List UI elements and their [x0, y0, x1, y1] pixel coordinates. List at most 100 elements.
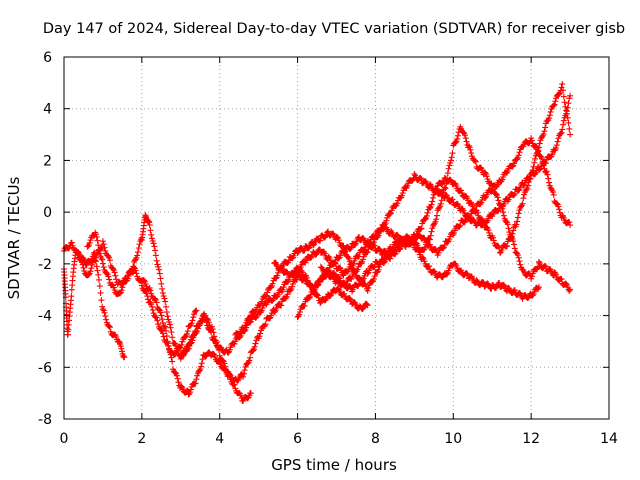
data-point — [449, 150, 456, 157]
data-point — [442, 185, 449, 192]
data-point — [101, 244, 108, 251]
data-point — [418, 225, 425, 232]
data-point — [87, 268, 94, 275]
data-point — [96, 250, 103, 257]
data-point — [370, 239, 377, 246]
data-point — [465, 142, 472, 149]
data-point — [514, 252, 521, 259]
data-point — [175, 379, 182, 386]
data-point — [430, 194, 437, 201]
data-point — [162, 323, 169, 330]
data-point — [158, 280, 165, 287]
data-point — [173, 345, 180, 352]
data-point — [426, 235, 433, 242]
data-point — [560, 121, 567, 128]
data-point — [68, 239, 75, 246]
data-point — [300, 247, 307, 254]
data-point — [189, 317, 196, 324]
x-tick-label: 2 — [137, 431, 146, 447]
data-point — [89, 261, 96, 268]
data-point — [535, 258, 542, 265]
data-point — [359, 305, 366, 312]
data-point — [514, 218, 521, 225]
data-point — [166, 346, 173, 353]
data-point — [303, 274, 310, 281]
data-point — [247, 354, 254, 361]
data-point — [325, 253, 332, 260]
data-point — [96, 276, 103, 283]
data-point — [364, 270, 371, 277]
chart-title: Day 147 of 2024, Sidereal Day-to-day VTE… — [43, 21, 625, 37]
data-point — [526, 175, 533, 182]
data-point — [301, 302, 308, 309]
data-point — [279, 286, 286, 293]
data-point — [226, 371, 233, 378]
data-point — [422, 216, 429, 223]
data-point — [482, 169, 489, 176]
data-point — [433, 187, 440, 194]
data-point — [237, 392, 244, 399]
data-point — [184, 346, 191, 353]
data-point — [364, 248, 371, 255]
data-point — [402, 243, 409, 250]
data-point — [95, 271, 102, 278]
data-point — [424, 209, 431, 216]
data-point — [482, 194, 489, 201]
series-track-b — [61, 238, 200, 358]
data-point — [514, 214, 521, 221]
data-point — [553, 144, 560, 151]
data-point — [193, 376, 200, 383]
data-point — [364, 302, 371, 309]
data-point — [146, 222, 153, 229]
data-point — [566, 125, 573, 132]
data-point — [347, 245, 354, 252]
data-point — [334, 234, 341, 241]
data-point — [100, 241, 107, 248]
data-point — [433, 216, 440, 223]
data-point — [179, 338, 186, 345]
data-point — [433, 187, 440, 194]
data-point — [162, 327, 169, 334]
data-point — [559, 126, 566, 133]
data-point — [118, 287, 125, 294]
data-point — [280, 284, 287, 291]
data-point — [340, 242, 347, 249]
data-point — [555, 135, 562, 142]
data-point — [130, 263, 137, 270]
data-point — [147, 227, 154, 234]
data-point — [454, 135, 461, 142]
data-point — [272, 259, 279, 266]
data-point — [500, 282, 507, 289]
data-point — [96, 283, 103, 290]
data-point — [159, 319, 166, 326]
data-point — [146, 284, 153, 291]
data-point — [96, 246, 103, 253]
data-point — [98, 297, 105, 304]
data-point — [135, 245, 142, 252]
data-point — [152, 252, 159, 259]
data-point — [314, 291, 321, 298]
data-point — [444, 271, 451, 278]
data-point — [546, 112, 553, 119]
data-point — [418, 176, 425, 183]
data-point — [493, 190, 500, 197]
data-point — [499, 205, 506, 212]
data-point — [444, 170, 451, 177]
data-point — [558, 129, 565, 136]
data-point — [93, 251, 100, 258]
data-point — [462, 135, 469, 142]
series-track-f — [232, 228, 542, 338]
data-point — [416, 232, 423, 239]
data-point — [79, 261, 86, 268]
data-point — [316, 246, 323, 253]
data-point — [467, 146, 474, 153]
data-point — [189, 337, 196, 344]
data-point — [121, 353, 128, 360]
data-point — [493, 284, 500, 291]
data-point — [496, 279, 503, 286]
data-point — [208, 329, 215, 336]
series-track-j — [317, 80, 574, 289]
data-point — [162, 298, 169, 305]
data-point — [505, 225, 512, 232]
data-point — [525, 182, 532, 189]
